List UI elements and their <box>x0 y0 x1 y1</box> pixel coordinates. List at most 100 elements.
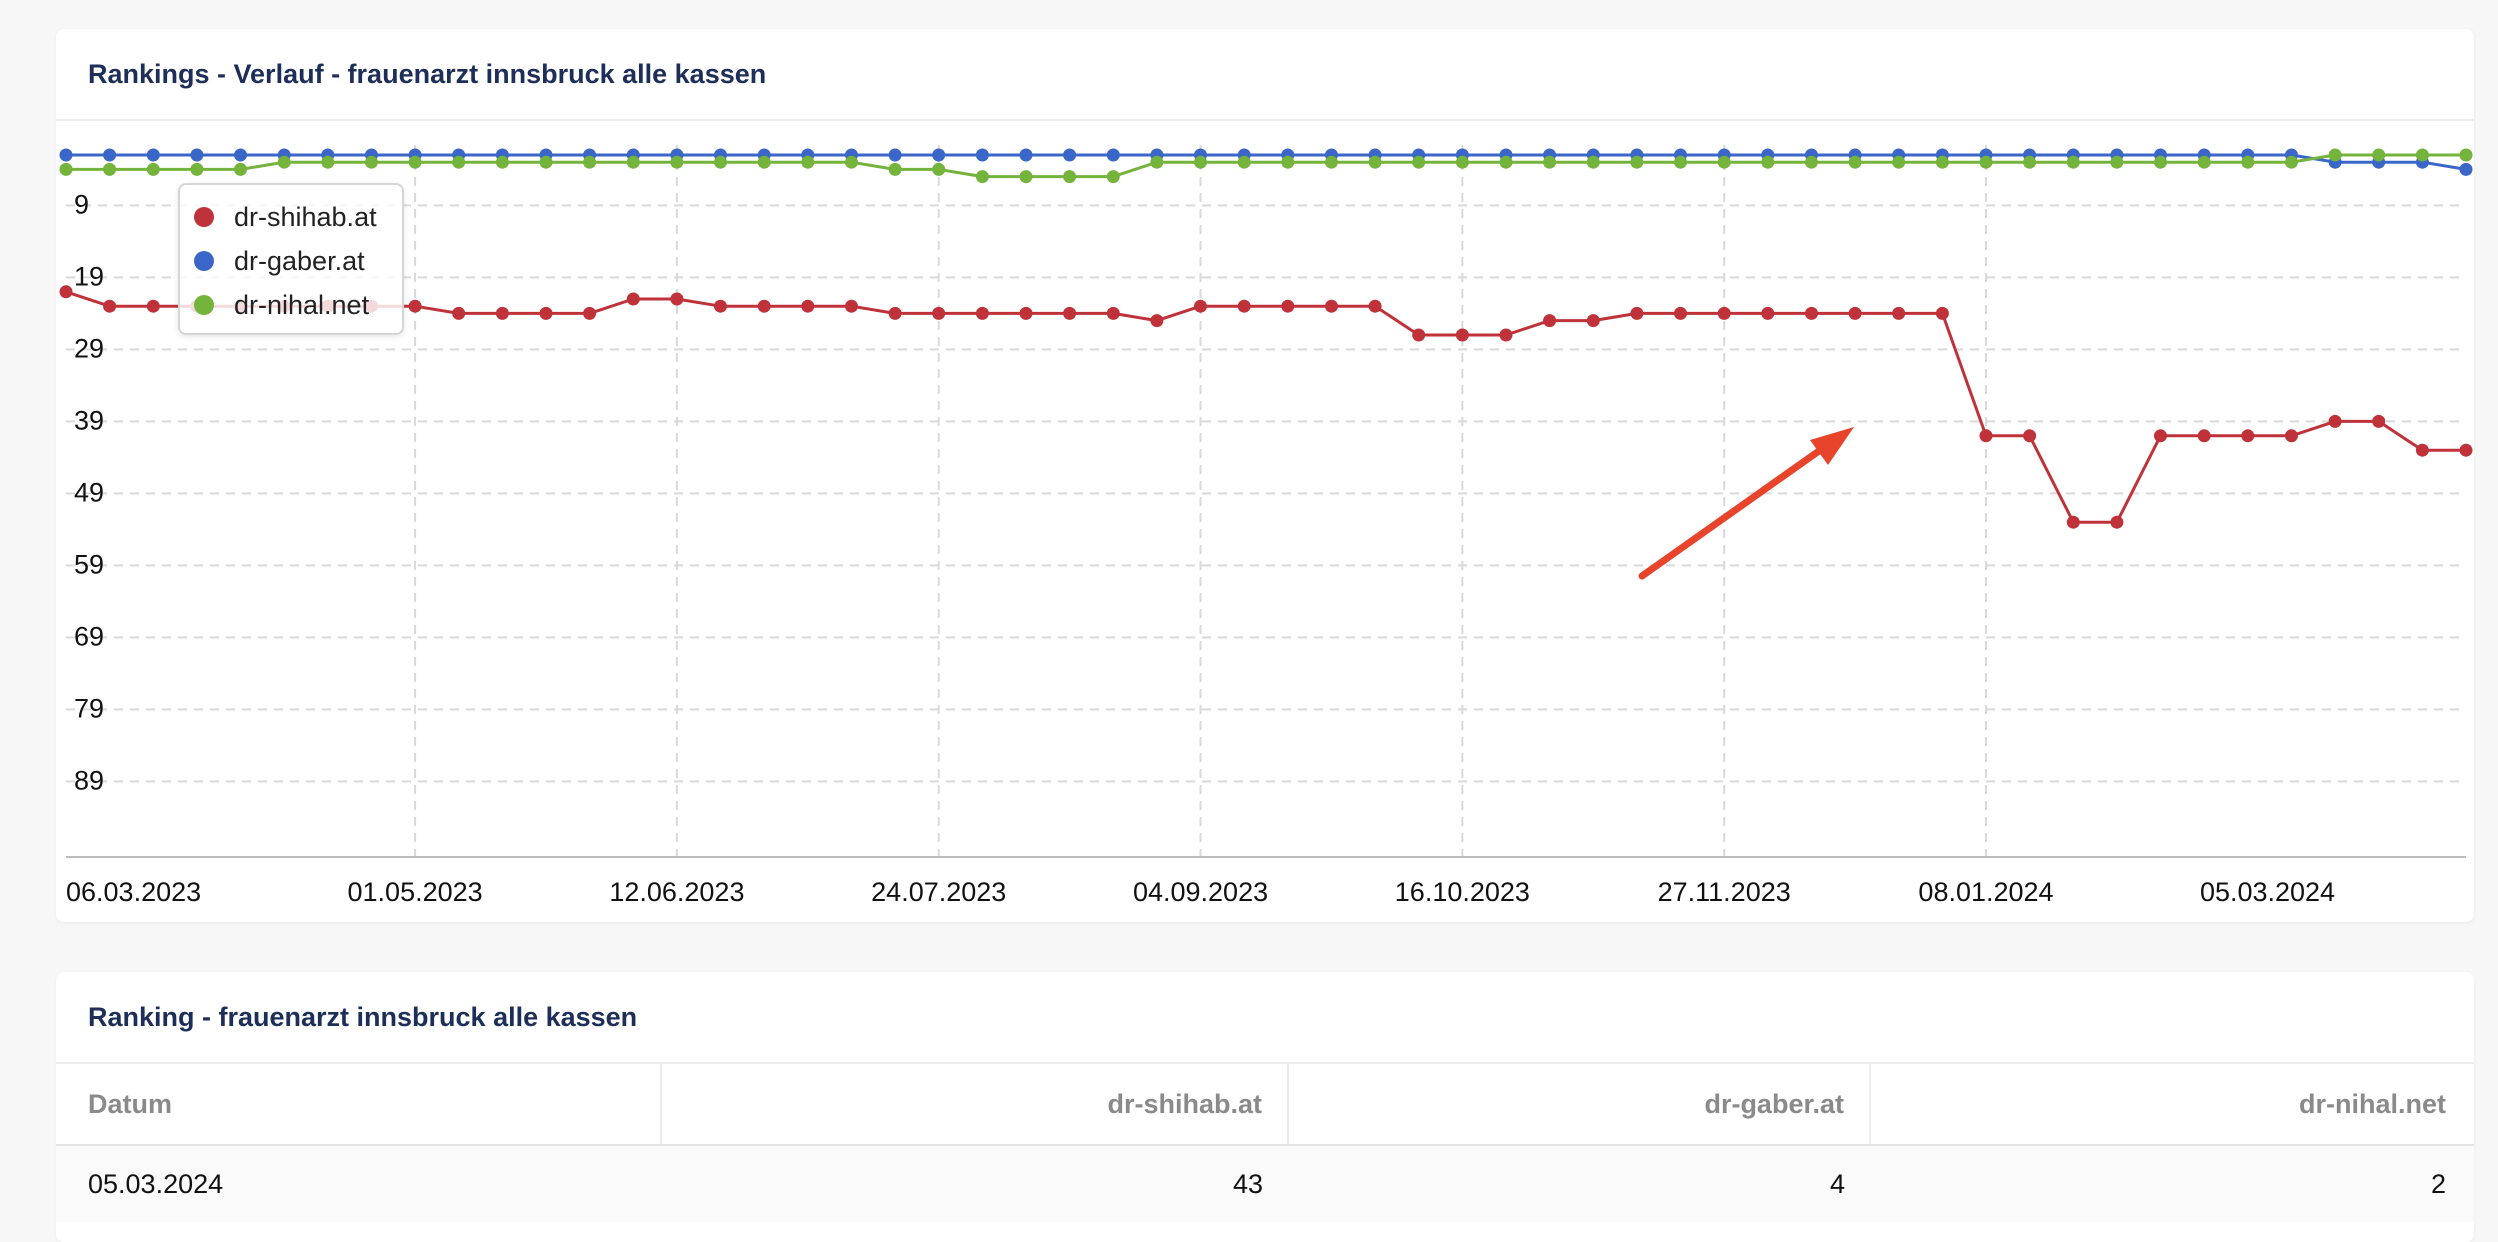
data-point-dr-shihab.at[interactable] <box>1412 328 1426 342</box>
data-point-dr-nihal.net[interactable] <box>59 162 73 176</box>
data-point-dr-nihal.net[interactable] <box>1281 155 1295 169</box>
data-point-dr-nihal.net[interactable] <box>1150 155 1164 169</box>
legend-item-shihab[interactable]: dr-shihab.at <box>194 195 388 239</box>
data-point-dr-shihab.at[interactable] <box>452 306 466 320</box>
data-point-dr-nihal.net[interactable] <box>888 162 902 176</box>
data-point-dr-nihal.net[interactable] <box>1848 155 1862 169</box>
data-point-dr-nihal.net[interactable] <box>1674 155 1687 169</box>
data-point-dr-shihab.at[interactable] <box>2415 443 2429 457</box>
data-point-dr-shihab.at[interactable] <box>1586 314 1600 328</box>
data-point-dr-nihal.net[interactable] <box>1586 155 1600 169</box>
data-point-dr-nihal.net[interactable] <box>1935 155 1949 169</box>
data-point-dr-shihab.at[interactable] <box>1848 306 1862 320</box>
data-point-dr-nihal.net[interactable] <box>1063 170 1077 184</box>
data-point-dr-nihal.net[interactable] <box>757 155 771 169</box>
column-header-shihab[interactable]: dr-shihab.at <box>661 1064 1289 1146</box>
data-point-dr-nihal.net[interactable] <box>845 155 858 169</box>
data-point-dr-shihab.at[interactable] <box>146 299 160 313</box>
legend-item-gaber[interactable]: dr-gaber.at <box>194 239 388 283</box>
data-point-dr-gaber.at[interactable] <box>59 148 73 162</box>
data-point-dr-shihab.at[interactable] <box>801 299 815 313</box>
data-point-dr-shihab.at[interactable] <box>2197 429 2211 443</box>
data-point-dr-shihab.at[interactable] <box>2066 515 2080 529</box>
data-point-dr-nihal.net[interactable] <box>2154 155 2167 169</box>
data-point-dr-shihab.at[interactable] <box>757 299 771 313</box>
data-point-dr-shihab.at[interactable] <box>2285 429 2298 443</box>
data-point-dr-shihab.at[interactable] <box>1455 328 1469 342</box>
data-point-dr-nihal.net[interactable] <box>2415 148 2429 162</box>
data-point-dr-nihal.net[interactable] <box>2372 148 2386 162</box>
data-point-dr-nihal.net[interactable] <box>1455 155 1469 169</box>
data-point-dr-shihab.at[interactable] <box>495 306 509 320</box>
data-point-dr-shihab.at[interactable] <box>1237 299 1251 313</box>
data-point-dr-shihab.at[interactable] <box>1281 299 1295 313</box>
data-point-dr-gaber.at[interactable] <box>1063 148 1077 162</box>
data-point-dr-nihal.net[interactable] <box>2241 155 2255 169</box>
data-point-dr-shihab.at[interactable] <box>1805 306 1818 320</box>
data-point-dr-nihal.net[interactable] <box>2459 148 2473 162</box>
data-point-dr-shihab.at[interactable] <box>1979 429 1993 443</box>
data-point-dr-shihab.at[interactable] <box>1063 306 1077 320</box>
data-point-dr-shihab.at[interactable] <box>1150 314 1164 328</box>
data-point-dr-nihal.net[interactable] <box>1237 155 1251 169</box>
data-point-dr-gaber.at[interactable] <box>146 148 160 162</box>
data-point-dr-shihab.at[interactable] <box>1106 306 1120 320</box>
data-point-dr-shihab.at[interactable] <box>1761 306 1775 320</box>
data-point-dr-shihab.at[interactable] <box>2459 443 2473 457</box>
data-point-dr-gaber.at[interactable] <box>234 148 247 162</box>
data-point-dr-nihal.net[interactable] <box>321 155 335 169</box>
data-point-dr-shihab.at[interactable] <box>888 306 902 320</box>
data-point-dr-shihab.at[interactable] <box>975 306 989 320</box>
data-point-dr-nihal.net[interactable] <box>714 155 727 169</box>
data-point-dr-nihal.net[interactable] <box>1019 170 1033 184</box>
legend-item-nihal[interactable]: dr-nihal.net <box>194 283 388 327</box>
data-point-dr-gaber.at[interactable] <box>1019 148 1033 162</box>
data-point-dr-nihal.net[interactable] <box>495 155 509 169</box>
data-point-dr-nihal.net[interactable] <box>2285 155 2298 169</box>
data-point-dr-nihal.net[interactable] <box>1543 155 1557 169</box>
data-point-dr-shihab.at[interactable] <box>1892 306 1906 320</box>
data-point-dr-nihal.net[interactable] <box>2066 155 2080 169</box>
data-point-dr-nihal.net[interactable] <box>234 162 247 176</box>
data-point-dr-nihal.net[interactable] <box>1194 155 1207 169</box>
data-point-dr-nihal.net[interactable] <box>539 155 553 169</box>
data-point-dr-shihab.at[interactable] <box>1674 306 1687 320</box>
data-point-dr-shihab.at[interactable] <box>845 299 858 313</box>
data-point-dr-nihal.net[interactable] <box>1106 170 1120 184</box>
data-point-dr-nihal.net[interactable] <box>1717 155 1731 169</box>
data-point-dr-nihal.net[interactable] <box>1499 155 1513 169</box>
data-point-dr-shihab.at[interactable] <box>1499 328 1513 342</box>
data-point-dr-shihab.at[interactable] <box>103 299 117 313</box>
data-point-dr-nihal.net[interactable] <box>975 170 989 184</box>
data-point-dr-nihal.net[interactable] <box>1805 155 1818 169</box>
data-point-dr-nihal.net[interactable] <box>2197 155 2211 169</box>
data-point-dr-shihab.at[interactable] <box>2328 414 2342 428</box>
data-point-dr-shihab.at[interactable] <box>2372 414 2386 428</box>
data-point-dr-shihab.at[interactable] <box>714 299 727 313</box>
data-point-dr-nihal.net[interactable] <box>1630 155 1644 169</box>
data-point-dr-nihal.net[interactable] <box>146 162 160 176</box>
data-point-dr-shihab.at[interactable] <box>2110 515 2124 529</box>
data-point-dr-nihal.net[interactable] <box>1979 155 1993 169</box>
data-point-dr-nihal.net[interactable] <box>277 155 291 169</box>
data-point-dr-gaber.at[interactable] <box>888 148 902 162</box>
data-point-dr-shihab.at[interactable] <box>1194 299 1207 313</box>
data-point-dr-shihab.at[interactable] <box>670 292 684 306</box>
data-point-dr-gaber.at[interactable] <box>190 148 204 162</box>
data-point-dr-nihal.net[interactable] <box>2110 155 2124 169</box>
data-point-dr-shihab.at[interactable] <box>408 299 422 313</box>
data-point-dr-nihal.net[interactable] <box>1412 155 1426 169</box>
data-point-dr-shihab.at[interactable] <box>1368 299 1382 313</box>
data-point-dr-nihal.net[interactable] <box>1368 155 1382 169</box>
data-point-dr-nihal.net[interactable] <box>365 155 378 169</box>
data-point-dr-nihal.net[interactable] <box>1325 155 1338 169</box>
data-point-dr-shihab.at[interactable] <box>626 292 640 306</box>
data-point-dr-nihal.net[interactable] <box>1761 155 1775 169</box>
data-point-dr-nihal.net[interactable] <box>408 155 422 169</box>
column-header-datum[interactable]: Datum <box>56 1064 662 1146</box>
data-point-dr-shihab.at[interactable] <box>59 285 73 299</box>
data-point-dr-shihab.at[interactable] <box>1630 306 1644 320</box>
column-header-gaber[interactable]: dr-gaber.at <box>1288 1064 1871 1146</box>
data-point-dr-shihab.at[interactable] <box>583 306 597 320</box>
data-point-dr-gaber.at[interactable] <box>1106 148 1120 162</box>
